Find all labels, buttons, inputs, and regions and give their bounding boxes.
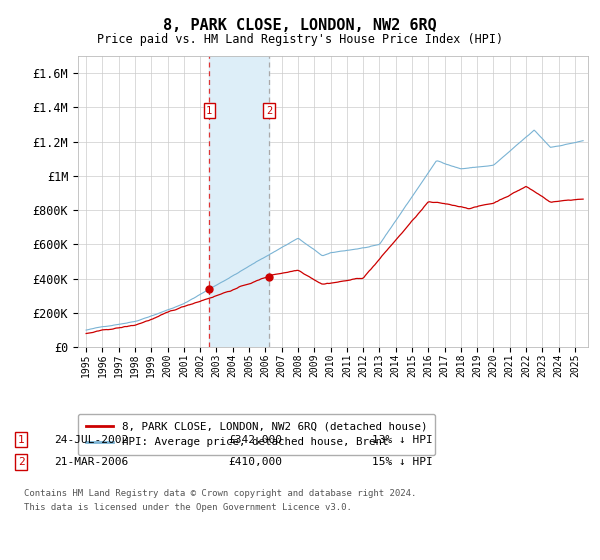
Text: 1: 1	[17, 435, 25, 445]
Text: Contains HM Land Registry data © Crown copyright and database right 2024.: Contains HM Land Registry data © Crown c…	[24, 489, 416, 498]
Text: 8, PARK CLOSE, LONDON, NW2 6RQ: 8, PARK CLOSE, LONDON, NW2 6RQ	[163, 18, 437, 32]
Text: 2: 2	[266, 106, 272, 116]
Text: 15% ↓ HPI: 15% ↓ HPI	[372, 457, 433, 467]
Text: This data is licensed under the Open Government Licence v3.0.: This data is licensed under the Open Gov…	[24, 503, 352, 512]
Text: 24-JUL-2002: 24-JUL-2002	[54, 435, 128, 445]
Text: 2: 2	[17, 457, 25, 467]
Text: 13% ↓ HPI: 13% ↓ HPI	[372, 435, 433, 445]
Text: 21-MAR-2006: 21-MAR-2006	[54, 457, 128, 467]
Legend: 8, PARK CLOSE, LONDON, NW2 6RQ (detached house), HPI: Average price, detached ho: 8, PARK CLOSE, LONDON, NW2 6RQ (detached…	[79, 414, 435, 455]
Text: £342,000: £342,000	[228, 435, 282, 445]
Text: 1: 1	[206, 106, 212, 116]
Text: £410,000: £410,000	[228, 457, 282, 467]
Text: Price paid vs. HM Land Registry's House Price Index (HPI): Price paid vs. HM Land Registry's House …	[97, 32, 503, 46]
Bar	[209, 56, 269, 347]
